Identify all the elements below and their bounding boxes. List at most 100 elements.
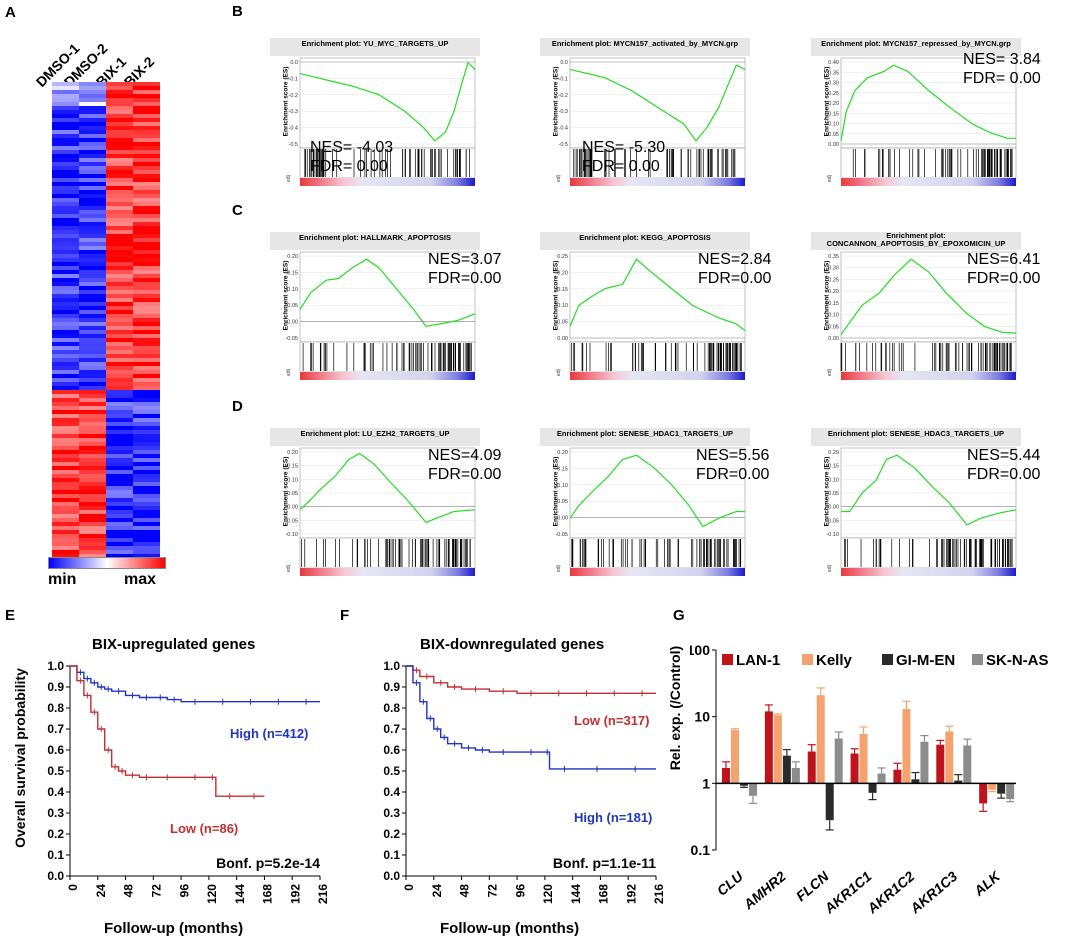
heatmap-cell <box>133 182 160 187</box>
km-x-tick-label: 72 <box>150 884 164 898</box>
heatmap-cell <box>133 214 160 219</box>
heatmap-cell <box>52 86 79 91</box>
heatmap-cell <box>133 534 160 539</box>
heatmap-cell <box>133 402 160 407</box>
gsea-tick-label: 0.25 <box>828 91 839 97</box>
heatmap-cell <box>52 274 79 279</box>
heatmap-cell <box>133 290 160 295</box>
km-y-tick-label: 0.0 <box>383 869 400 883</box>
km-y-tick-label: 0.9 <box>47 680 64 694</box>
gsea-curve <box>840 64 1016 141</box>
km-x-tick-label: 48 <box>122 884 136 898</box>
heatmap-cell <box>79 210 106 215</box>
legend-label: LAN-1 <box>736 652 780 669</box>
heatmap-cell <box>79 242 106 247</box>
heatmap-cell <box>79 234 106 239</box>
heatmap-cell <box>106 434 133 439</box>
gsea-curve <box>299 61 476 142</box>
heatmap-cell <box>79 446 106 451</box>
heatmap-cell <box>106 398 133 403</box>
heatmap-cell <box>133 158 160 163</box>
heatmap-cell <box>106 426 133 431</box>
heatmap-cell <box>133 382 160 387</box>
heatmap-cell <box>106 326 133 331</box>
heatmap-cell <box>106 382 133 387</box>
heatmap-cell <box>133 446 160 451</box>
gsea-stats: NES=2.84 FDR=0.00 <box>698 250 771 288</box>
heatmap-cell <box>52 474 79 479</box>
heatmap-cell <box>52 546 79 551</box>
heatmap-cell <box>79 354 106 359</box>
gsea-nes: NES=6.41 <box>967 251 1041 268</box>
heatmap-cell <box>133 326 160 331</box>
heatmap-cell <box>52 322 79 327</box>
heatmap-cell <box>106 470 133 475</box>
heatmap-cell <box>79 530 106 535</box>
heatmap-cell <box>52 238 79 243</box>
heatmap-cell <box>79 486 106 491</box>
gsea-svg: 0.40 0.35 0.30 0.25 0.20 0.15 0.10 0.05 0.00 ed) <box>827 57 1017 186</box>
heatmap-cell <box>106 390 133 395</box>
heatmap-cell <box>133 442 160 447</box>
gsea-tick-label: -0.2 <box>289 93 298 99</box>
bar-category-label: CLU <box>714 867 747 898</box>
heatmap-cell <box>52 498 79 503</box>
gsea-tick-label: 0.15 <box>828 464 839 470</box>
bar <box>877 773 886 784</box>
heatmap-cell <box>52 346 79 351</box>
heatmap-cell <box>52 542 79 547</box>
heatmap-cell <box>52 178 79 183</box>
gsea-tick-label: 0.00 <box>287 505 298 511</box>
gsea-rank-bar <box>570 568 745 576</box>
gsea-nes: NES=5.44 <box>967 447 1041 464</box>
heatmap-cell <box>106 350 133 355</box>
heatmap-cell <box>133 294 160 299</box>
heatmap-cell <box>79 158 106 163</box>
heatmap-cell <box>133 450 160 455</box>
gsea-tick-label: 0.15 <box>287 270 298 276</box>
heatmap-cell <box>79 382 106 387</box>
heatmap-cell <box>133 262 160 267</box>
heatmap-cell <box>133 510 160 515</box>
km-y-tick-label: 1.0 <box>47 660 64 673</box>
gsea-title-line: Enrichment plot: LU_EZH2_TARGETS_UP <box>300 429 450 438</box>
gsea-tick-label: -0.10 <box>826 532 839 538</box>
heatmap-cell <box>106 290 133 295</box>
bar-ylabel: Rel. exp. (/Control) <box>667 645 683 771</box>
gsea-plot: Enrichment plot: SENESE_HDAC3_TARGETS_UP… <box>811 428 1040 576</box>
heatmap-cell <box>106 126 133 131</box>
heatmap-cell <box>79 350 106 355</box>
gsea-nes: NES=3.07 <box>428 251 502 268</box>
heatmap-cell <box>52 254 79 259</box>
km-x-tick-label: 168 <box>597 884 611 904</box>
heatmap-cell <box>106 82 133 87</box>
heatmap-cell <box>133 114 160 119</box>
heatmap-cell <box>52 302 79 307</box>
heatmap-cell <box>106 190 133 195</box>
heatmap-cell <box>52 482 79 487</box>
bar <box>1006 783 1015 800</box>
gsea-rank-label: ed) <box>286 368 292 376</box>
heatmap-cell <box>106 502 133 507</box>
gsea-title-bar <box>540 232 750 250</box>
km-e-ylabel: Overall survival probability <box>12 668 28 848</box>
heatmap-cell <box>79 274 106 279</box>
heatmap-cell <box>106 542 133 547</box>
km-x-tick-label: 24 <box>94 884 108 898</box>
heatmap-cell <box>79 546 106 551</box>
gsea-tick-label: 0.20 <box>828 289 839 295</box>
heatmap-cell <box>133 330 160 335</box>
heatmap-cell <box>106 410 133 415</box>
heatmap-cell <box>133 238 160 243</box>
heatmap-cell <box>79 474 106 479</box>
heatmap-cell <box>106 102 133 107</box>
heatmap-cell <box>133 430 160 435</box>
heatmap-cell <box>133 270 160 275</box>
km-x-tick-label: 48 <box>458 884 472 898</box>
gsea-tick-label: -0.1 <box>289 76 298 82</box>
heatmap-cell <box>52 214 79 219</box>
heatmap-cell <box>52 430 79 435</box>
heatmap-cell <box>133 126 160 131</box>
km-y-tick-label: 0.7 <box>383 722 400 736</box>
gsea-svg: 0.0 -0.1 -0.2 -0.3 -0.4 -0.5 ed) <box>286 57 476 186</box>
